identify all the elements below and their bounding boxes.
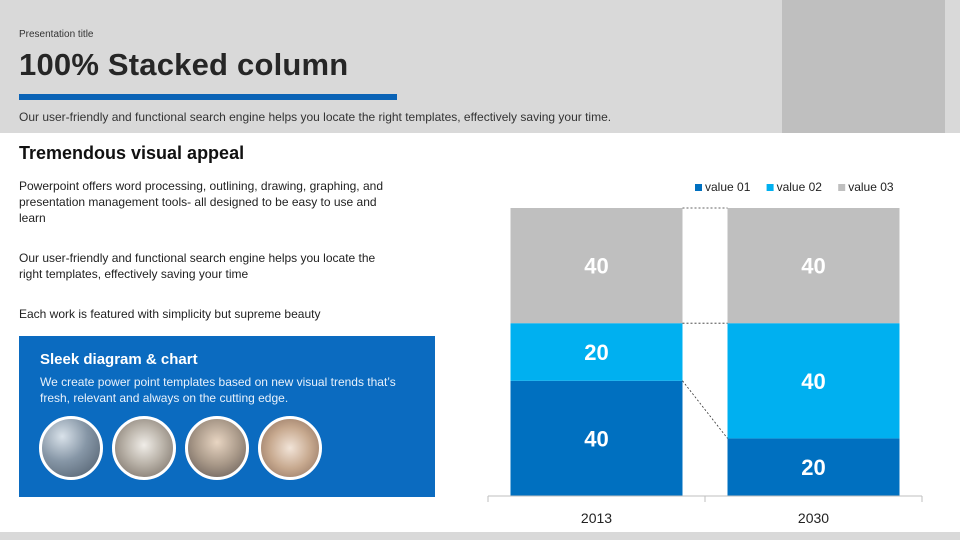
- bar-2013-value-03: [510, 208, 683, 324]
- presentation-title: Presentation title: [19, 29, 94, 40]
- data-label-2030-value-01: 20: [801, 455, 825, 480]
- legend-swatch-1: [766, 184, 774, 191]
- bar-2030-value-02: [727, 323, 900, 439]
- data-label-2013-value-02: 20: [584, 340, 608, 365]
- bar-2013-value-02: [510, 323, 683, 381]
- stacked-column-chart: 40 20 40 20 40 40 2013 2030 value 01 value 02 valu…: [487, 180, 923, 526]
- header-side-panel: [782, 0, 945, 133]
- feature-box-title: Sleek diagram & chart: [40, 351, 198, 368]
- legend-label-1: value 02: [777, 180, 823, 194]
- photo-team-hands: [112, 416, 176, 480]
- x-tick-label-2013: 2013: [581, 510, 612, 526]
- paragraph-3: Each work is featured with simplicity bu…: [19, 307, 321, 321]
- data-label-2013-value-03: 40: [584, 254, 608, 279]
- slide-title: 100% Stacked column: [19, 47, 349, 82]
- legend-label-2: value 03: [848, 180, 894, 194]
- feature-box: Sleek diagram & chart We create power po…: [19, 336, 435, 497]
- photo-buildings: [39, 416, 103, 480]
- legend-label-0: value 01: [705, 180, 751, 194]
- footer-bar: [0, 532, 960, 540]
- title-underline: [19, 94, 397, 100]
- legend-swatch-2: [838, 184, 846, 191]
- bar-2030-value-03: [727, 208, 900, 324]
- bar-2013-value-01: [510, 380, 683, 496]
- bar-2030-value-01: [727, 438, 900, 496]
- data-label-2013-value-01: 40: [584, 426, 608, 451]
- section-heading: Tremendous visual appeal: [19, 143, 245, 163]
- paragraph-1: Powerpoint offers word processing, outli…: [19, 179, 383, 225]
- series-line-0-0: [682, 380, 728, 439]
- legend-swatch-0: [695, 184, 702, 191]
- photo-row: [39, 416, 322, 480]
- feature-box-text: We create power point templates based on…: [40, 375, 396, 405]
- header-subtitle: Our user-friendly and functional search …: [19, 110, 612, 124]
- data-label-2030-value-02: 40: [801, 369, 825, 394]
- x-tick-label-2030: 2030: [798, 510, 829, 526]
- photo-handshake: [258, 416, 322, 480]
- paragraph-2: Our user-friendly and functional search …: [19, 251, 376, 281]
- data-label-2030-value-03: 40: [801, 254, 825, 279]
- photo-woman-phone: [185, 416, 249, 480]
